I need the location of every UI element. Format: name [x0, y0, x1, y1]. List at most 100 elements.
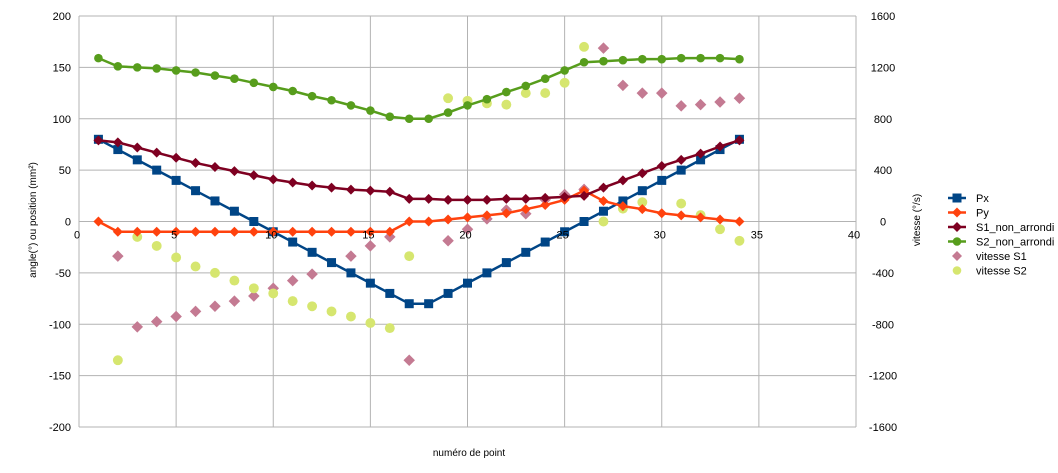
s2-non-arrondi-point [540, 74, 550, 83]
y-tick-label: -150 [49, 371, 71, 383]
s2-non-arrondi-point [463, 101, 472, 110]
vitesse-s1-point [442, 235, 454, 247]
py-point [423, 216, 434, 227]
s2-non-arrondi-point [696, 53, 705, 63]
px-point [598, 206, 608, 216]
py-point [404, 216, 415, 227]
vitesse-s2-point [151, 240, 162, 251]
vitesse-s2-point [559, 77, 570, 88]
vitesse-s1-point [733, 92, 746, 104]
s2-non-arrondi-point [346, 101, 356, 110]
s1-non-arrondi-point [423, 193, 434, 204]
py-point [287, 226, 298, 237]
s1-non-arrondi-point [462, 194, 473, 205]
s1-non-arrondi-point [676, 154, 687, 165]
px-point [463, 278, 472, 288]
legend-item-vitesse-s1: vitesse S1 [952, 251, 1027, 263]
px-point [637, 186, 647, 196]
s2-non-arrondi-point [443, 108, 453, 117]
y2-tick-label: 1200 [871, 62, 895, 74]
y2-axis-title: vitesse (°/s) [912, 194, 923, 246]
s1-non-arrondi-point [307, 180, 318, 191]
y2-tick-label: -1600 [869, 422, 897, 434]
px-point [443, 288, 453, 298]
s1-non-arrondi-point [559, 191, 570, 202]
y-tick-label: -50 [55, 268, 71, 280]
vitesse-s1-point [345, 250, 357, 262]
vitesse-s2-point [579, 41, 589, 52]
legend-item-px: Px [948, 193, 989, 205]
s1-non-arrondi-point [287, 177, 298, 188]
s1-non-arrondi-point [93, 135, 104, 146]
py-point [695, 212, 706, 223]
series-py [93, 185, 745, 237]
s1-non-arrondi-point [132, 142, 143, 153]
s1-non-arrondi-point [365, 185, 376, 196]
py-point [676, 210, 687, 221]
legend-marker [952, 207, 962, 218]
x-tick-label: 25 [557, 230, 569, 242]
s1-non-arrondi-point [579, 190, 590, 201]
py-point [345, 226, 356, 237]
py-point [209, 226, 220, 237]
py-point [579, 185, 590, 196]
py-point [171, 226, 182, 237]
plot-area [93, 41, 746, 366]
s2-non-arrondi-point [327, 95, 336, 105]
legend-label: Px [976, 193, 989, 205]
px-point [132, 155, 142, 165]
s1-non-arrondi-point [345, 184, 356, 195]
vitesse-s2-point [404, 251, 415, 262]
s2-non-arrondi-point [482, 94, 492, 104]
s2-non-arrondi-point [618, 55, 628, 65]
py-line [97, 189, 740, 234]
vitesse-s1-point [228, 295, 241, 307]
s2-non-arrondi-point [249, 78, 259, 88]
s1-non-arrondi-point [540, 192, 551, 203]
s2-non-arrondi-point [579, 57, 589, 67]
s2-non-arrondi-point [210, 71, 220, 80]
px-point [191, 186, 201, 196]
vitesse-s2-point [734, 235, 745, 246]
s1-non-arrondi-point [598, 182, 609, 193]
legend-label: S1_non_arrondi [976, 222, 1054, 234]
vitesse-s2-point [326, 306, 337, 317]
py-point [520, 204, 531, 215]
vitesse-s2-point [715, 224, 725, 235]
py-point [326, 226, 337, 237]
vitesse-s2-point [598, 216, 609, 227]
s2-non-arrondi-point [94, 53, 103, 63]
series-vitesse-s1 [112, 42, 746, 366]
y-tick-label: 0 [65, 217, 71, 229]
py-point [637, 204, 648, 215]
x-tick-label: 0 [74, 230, 80, 242]
s2-non-arrondi-point [715, 53, 725, 63]
vitesse-s1-point [306, 268, 318, 280]
py-point [734, 216, 745, 227]
py-point [384, 226, 395, 237]
x-tick-label: 40 [848, 230, 860, 242]
s1-non-arrondi-point [112, 137, 123, 148]
s2-non-arrondi-point [404, 114, 414, 124]
py-point [268, 226, 279, 237]
series-s1-non-arrondi [93, 135, 745, 205]
y2-tick-label: -400 [872, 268, 894, 280]
vitesse-s2-point [520, 88, 531, 99]
vitesse-s1-point [286, 274, 299, 287]
px-point [307, 247, 317, 257]
y-tick-label: 50 [59, 165, 71, 177]
py-point [190, 226, 201, 237]
vitesse-s1-point [170, 310, 182, 323]
py-point [540, 200, 551, 211]
px-point [327, 258, 337, 268]
s2-non-arrondi-point [366, 106, 375, 115]
px-point [618, 196, 628, 206]
s1-non-arrondi-point [637, 168, 648, 179]
s2-non-arrondi-point [424, 114, 433, 124]
legend-marker [952, 222, 962, 232]
px-line [97, 138, 741, 305]
s2-non-arrondi-point [132, 63, 142, 72]
vitesse-s2-point [540, 88, 551, 99]
y2-tick-label: 0 [880, 217, 886, 229]
py-point [598, 195, 609, 206]
